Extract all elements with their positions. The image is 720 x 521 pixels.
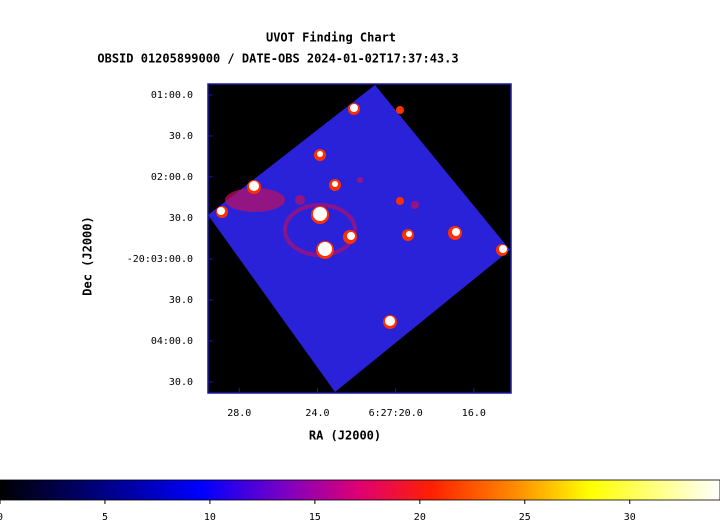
chart-title: UVOT Finding Chart [266,31,396,45]
y-tick-label: 30.0 [169,295,193,306]
y-tick-label: 30.0 [169,377,193,388]
y-tick-label: 01:00.0 [151,90,193,101]
x-tick-label: 28.0 [227,408,251,419]
colorbar-tick-label: 20 [414,512,426,521]
y-tick-label: 30.0 [169,131,193,142]
y-axis-label: Dec (J2000) [81,216,95,295]
colorbar-tick-label: 15 [309,512,321,521]
colorbar-tick-label: 25 [519,512,531,521]
colorbar [0,479,720,501]
sky-image [207,83,512,394]
y-tick-label: 30.0 [169,213,193,224]
colorbar-tick-label: 5 [102,512,108,521]
colorbar-tick-label: 0 [0,512,3,521]
y-tick-label: 02:00.0 [151,172,193,183]
x-tick-label: 16.0 [462,408,486,419]
x-axis-label: RA (J2000) [309,429,381,443]
x-tick-label: 6:27:20.0 [369,408,423,419]
colorbar-tick-label: 10 [204,512,216,521]
x-tick-label: 24.0 [305,408,329,419]
colorbar-tick-label: 30 [624,512,636,521]
y-tick-label: -20:03:00.0 [127,254,193,265]
chart-subtitle: OBSID 01205899000 / DATE-OBS 2024-01-02T… [97,52,458,66]
y-tick-label: 04:00.0 [151,336,193,347]
